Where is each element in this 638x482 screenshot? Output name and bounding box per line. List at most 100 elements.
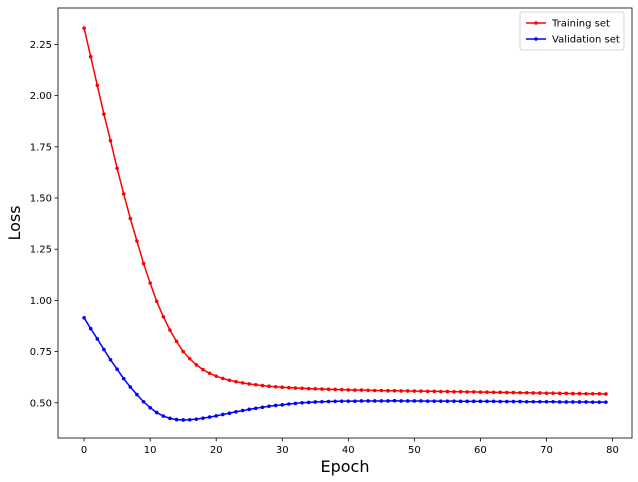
- training-set-point: [181, 349, 185, 354]
- training-set-point: [458, 389, 463, 394]
- training-set-point: [366, 388, 370, 393]
- legend: Training set Validation set: [519, 11, 625, 51]
- legend-box: [519, 11, 625, 51]
- training-set-point: [102, 112, 106, 116]
- validation-set-point: [359, 399, 364, 403]
- validation-set-point: [260, 405, 265, 410]
- training-set-point: [472, 390, 476, 394]
- validation-set-point: [141, 399, 146, 404]
- training-set-point: [432, 389, 436, 394]
- training-set-point: [207, 371, 212, 376]
- validation-set-point: [458, 399, 463, 404]
- y-tick-label: 1.50: [30, 194, 52, 205]
- x-tick-label: 70: [540, 445, 553, 456]
- training-set-point: [82, 26, 86, 30]
- training-set-point: [273, 385, 278, 389]
- x-tick-label: 50: [408, 445, 421, 456]
- training-set-point: [564, 391, 569, 396]
- training-set-point: [174, 339, 179, 344]
- validation-set-point: [339, 399, 344, 403]
- y-axis-title: Loss: [5, 205, 24, 240]
- validation-set-legend-marker: [534, 37, 538, 41]
- training-set-point: [161, 314, 166, 319]
- training-set-point: [353, 388, 357, 392]
- validation-set-legend-label: Validation set: [552, 35, 620, 46]
- validation-set-point: [472, 399, 476, 404]
- validation-set-point: [571, 400, 575, 404]
- validation-set-point: [386, 399, 390, 403]
- validation-set-point: [207, 415, 212, 419]
- validation-set-point: [531, 399, 536, 404]
- validation-set-point: [485, 399, 489, 404]
- training-set-point: [187, 356, 192, 361]
- training-set-point: [221, 376, 225, 381]
- validation-set-point: [234, 409, 238, 414]
- training-set-point: [419, 389, 423, 393]
- training-set-point: [148, 281, 152, 285]
- training-set-point: [293, 386, 298, 390]
- training-set-point: [372, 388, 377, 393]
- validation-set-point: [161, 414, 166, 418]
- x-tick-label: 10: [144, 445, 157, 456]
- validation-set-point: [174, 417, 179, 422]
- training-set-point: [452, 389, 456, 394]
- training-set-legend-label: Training set: [551, 19, 610, 30]
- y-tick-label: 0.50: [30, 398, 52, 409]
- training-set-point: [201, 367, 205, 372]
- y-tick-label: 1.00: [30, 296, 52, 307]
- training-set-point: [227, 378, 232, 383]
- validation-set-point: [254, 406, 258, 411]
- training-set-point: [287, 385, 291, 390]
- x-tick-label: 20: [210, 445, 223, 456]
- validation-set-point: [584, 400, 588, 404]
- validation-set-point: [115, 367, 119, 372]
- validation-set-point: [287, 402, 291, 406]
- x-tick-label: 60: [474, 445, 487, 456]
- validation-set-point: [379, 399, 384, 403]
- training-set-point: [313, 387, 318, 391]
- validation-set-point: [524, 399, 529, 404]
- x-tick-label: 80: [606, 445, 619, 456]
- validation-set-point: [511, 399, 516, 404]
- training-set-point: [505, 390, 509, 395]
- validation-set-point: [168, 416, 172, 421]
- validation-set-point: [372, 399, 377, 403]
- validation-set-point: [412, 399, 417, 403]
- y-tick-label: 2.00: [30, 91, 52, 102]
- validation-set-point: [201, 416, 205, 420]
- training-set-point: [346, 388, 351, 392]
- validation-set-point: [551, 399, 555, 404]
- training-set-point: [399, 389, 403, 393]
- training-set-point: [445, 389, 450, 394]
- validation-set-point: [128, 385, 133, 389]
- training-set-point: [333, 387, 337, 392]
- validation-set-point: [88, 326, 93, 331]
- plot-frame: [57, 7, 633, 439]
- training-set-point: [531, 391, 536, 395]
- validation-set-point: [320, 399, 324, 404]
- validation-set-point: [425, 399, 430, 403]
- training-set-point: [511, 390, 516, 395]
- training-set-point: [326, 387, 331, 392]
- y-tick-label: 2.25: [30, 40, 52, 51]
- validation-set-point: [280, 403, 285, 407]
- training-set-point: [379, 388, 384, 393]
- y-tick-label: 1.25: [30, 245, 52, 256]
- x-tick-label: 30: [276, 445, 289, 456]
- training-set-point: [465, 390, 470, 394]
- validation-set-point: [300, 400, 304, 405]
- validation-set-point: [564, 400, 569, 404]
- validation-set-point: [227, 411, 232, 416]
- validation-set-point: [148, 405, 152, 410]
- training-set-point: [300, 386, 304, 391]
- training-set-point: [485, 390, 489, 394]
- validation-set-point: [419, 399, 423, 403]
- training-set-point: [306, 386, 311, 391]
- training-set-point: [405, 389, 410, 393]
- training-set-point: [438, 389, 443, 394]
- validation-set-point: [273, 403, 278, 408]
- validation-set-point: [293, 401, 298, 406]
- training-set-legend-marker: [534, 21, 538, 25]
- training-set-point: [128, 216, 133, 221]
- validation-set-point: [438, 399, 443, 403]
